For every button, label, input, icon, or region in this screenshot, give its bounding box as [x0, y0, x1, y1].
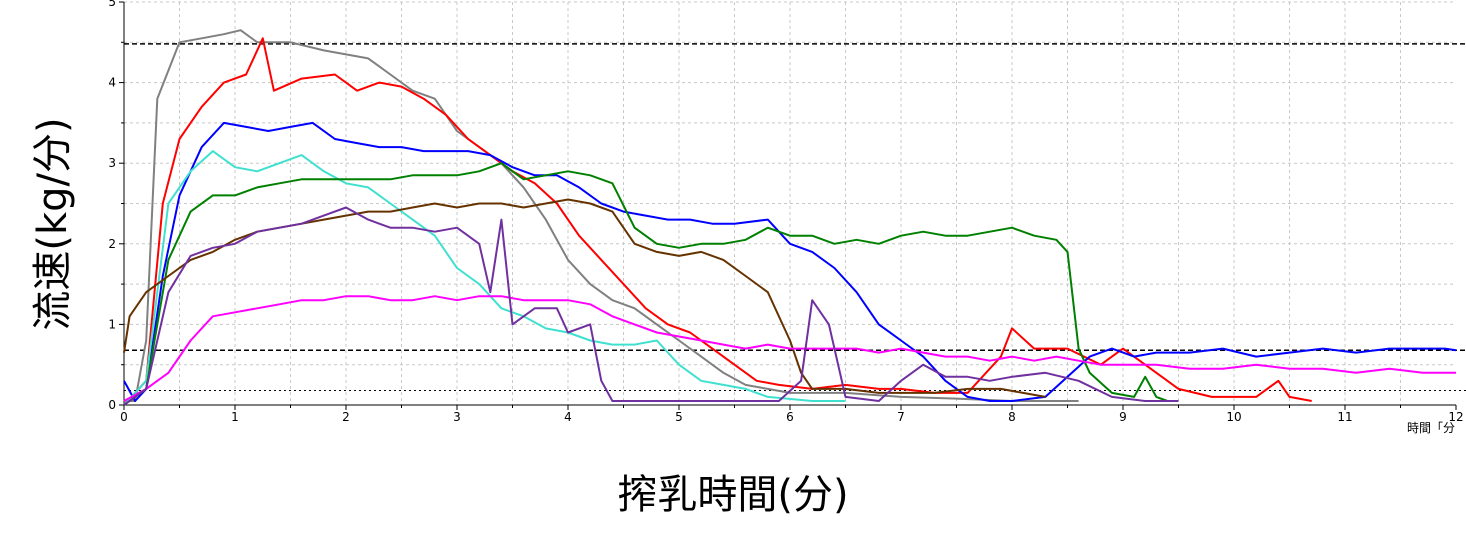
axes [119, 1, 1457, 410]
x-unit-label: 時間「分 [1407, 421, 1455, 435]
x-tick-label: 4 [564, 410, 572, 424]
x-axis-title: 搾乳時間(分) [617, 472, 848, 518]
x-tick-label: 10 [1226, 410, 1241, 424]
x-tick-label: 11 [1337, 410, 1352, 424]
x-tick-label: 8 [1008, 410, 1016, 424]
series-line [123, 162, 1168, 406]
y-tick-label: 2 [108, 237, 116, 251]
data-series [123, 29, 1457, 406]
series-line [124, 29, 1079, 402]
x-tick-label: 12 [1448, 410, 1463, 424]
x-tick-label: 9 [1119, 410, 1127, 424]
y-axis-title: 流速(kg/分) [30, 117, 76, 330]
x-tick-label: 1 [231, 410, 239, 424]
reference-lines [124, 43, 1466, 391]
y-tick-label: 1 [108, 317, 116, 331]
x-tick-label: 3 [453, 410, 461, 424]
series-line [123, 150, 846, 406]
series-line [123, 121, 1457, 402]
series-line [123, 37, 1312, 406]
y-tick-label: 0 [108, 398, 116, 412]
grid-lines [124, 1, 1456, 405]
y-tick-label: 5 [108, 0, 116, 9]
series-line [123, 198, 1046, 398]
x-tick-label: 6 [786, 410, 794, 424]
y-tick-label: 4 [108, 76, 116, 90]
x-tick-label: 2 [342, 410, 350, 424]
x-tick-label: 5 [675, 410, 683, 424]
x-tick-label: 0 [120, 410, 128, 424]
series-line [123, 206, 1179, 406]
x-tick-label: 7 [897, 410, 905, 424]
y-tick-label: 3 [108, 156, 116, 170]
series-line [123, 295, 1456, 402]
